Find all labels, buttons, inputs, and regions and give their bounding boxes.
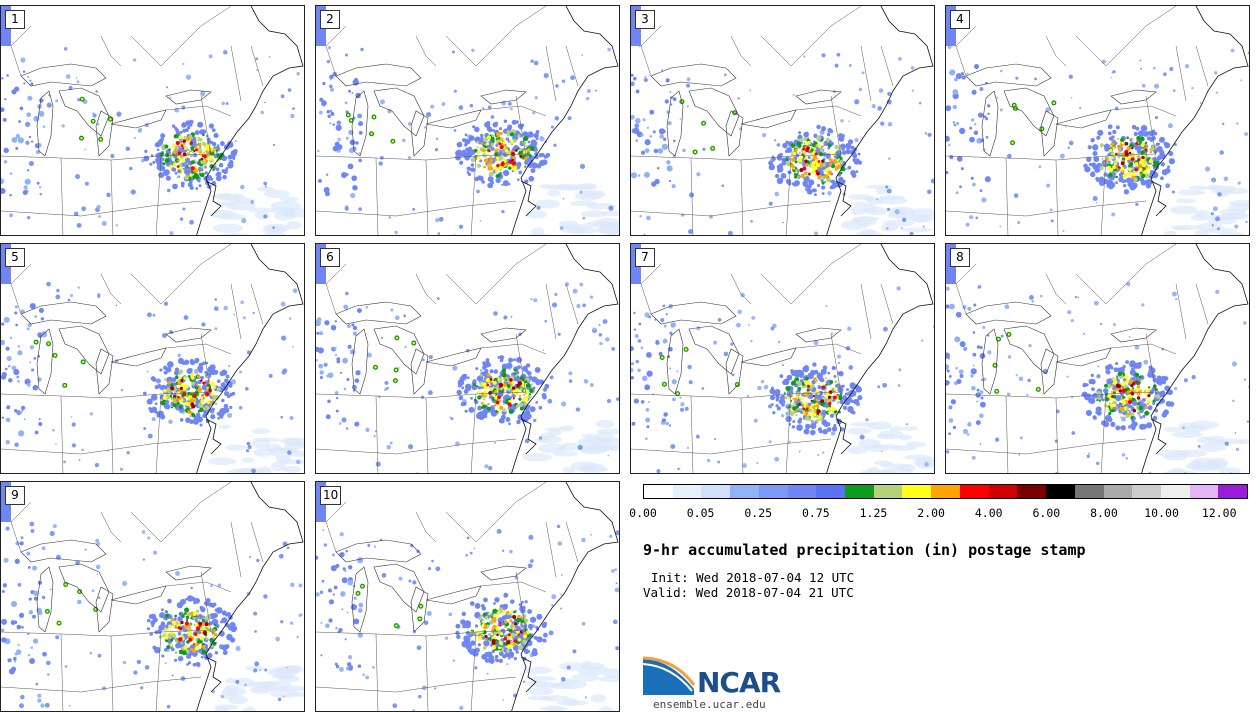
colorbar-tick-label: 0.05 — [686, 506, 715, 520]
member-panel-6: 6 — [315, 243, 620, 474]
colorbar-segment — [988, 485, 1018, 498]
valid-time: Valid: Wed 2018-07-04 21 UTC — [643, 585, 854, 600]
colorbar-tick-label: 2.00 — [917, 506, 945, 520]
ncar-logo-text: NCAR — [697, 666, 781, 699]
init-time: Init: Wed 2018-07-04 12 UTC — [651, 570, 855, 585]
precip-colorbar — [643, 484, 1248, 499]
colorbar-tick-label: 6.00 — [1032, 506, 1061, 520]
member-label: 2 — [320, 10, 340, 29]
member-label: 6 — [320, 248, 340, 267]
colorbar-segment — [1046, 485, 1075, 498]
member-label: 10 — [320, 486, 342, 505]
precip-map — [316, 244, 619, 473]
colorbar-tick-label: 4.00 — [974, 506, 1003, 520]
member-label: 7 — [635, 248, 655, 267]
member-label: 8 — [950, 248, 970, 267]
member-panel-3: 3 — [630, 5, 935, 236]
member-label: 5 — [5, 248, 25, 267]
colorbar-tick-label: 1.25 — [859, 506, 888, 520]
precip-map — [316, 6, 619, 235]
colorbar-segment — [672, 485, 702, 498]
precip-map — [1, 244, 304, 473]
colorbar-segment — [1103, 485, 1133, 498]
page-title: 9-hr accumulated precipitation (in) post… — [643, 541, 1086, 559]
colorbar-tick-label: 0.25 — [744, 506, 773, 520]
precip-map — [1, 482, 304, 711]
member-label: 4 — [950, 10, 970, 29]
member-panel-10: 10 — [315, 481, 620, 712]
ncar-logo-icon — [642, 656, 696, 695]
colorbar-segment — [1017, 485, 1047, 498]
colorbar-segment — [1160, 485, 1190, 498]
colorbar-segment — [644, 485, 673, 498]
colorbar-tick-label: 10.00 — [1144, 506, 1179, 520]
colorbar-segment — [931, 485, 960, 498]
member-panel-4: 4 — [945, 5, 1250, 236]
precip-map — [1, 6, 304, 235]
colorbar-segment — [1074, 485, 1104, 498]
precip-map — [946, 244, 1249, 473]
colorbar-tick-label: 0.75 — [801, 506, 830, 520]
precip-map — [316, 482, 619, 711]
colorbar-segment — [902, 485, 932, 498]
member-panel-2: 2 — [315, 5, 620, 236]
precip-map — [631, 6, 934, 235]
colorbar-segment — [758, 485, 788, 498]
colorbar-tick-label: 12.00 — [1201, 506, 1237, 520]
colorbar-segment — [959, 485, 989, 498]
member-panel-5: 5 — [0, 243, 305, 474]
colorbar-segment — [816, 485, 846, 498]
colorbar-segment — [1189, 485, 1219, 498]
member-panel-8: 8 — [945, 243, 1250, 474]
member-label: 3 — [635, 10, 655, 29]
precip-map — [631, 244, 934, 473]
member-panel-9: 9 — [0, 481, 305, 712]
colorbar-segment — [730, 485, 759, 498]
colorbar-segment — [845, 485, 874, 498]
colorbar-segment — [701, 485, 731, 498]
member-panel-1: 1 — [0, 5, 305, 236]
colorbar-segment — [1132, 485, 1161, 498]
member-panel-7: 7 — [630, 243, 935, 474]
precip-map — [946, 6, 1249, 235]
colorbar-tick-label: 8.00 — [1090, 506, 1118, 520]
colorbar-segment — [1218, 485, 1248, 498]
member-label: 1 — [5, 10, 25, 29]
colorbar-segment — [873, 485, 903, 498]
colorbar-tick-label: 0.00 — [629, 506, 657, 520]
member-label: 9 — [5, 486, 25, 505]
site-url: ensemble.ucar.edu — [653, 698, 766, 711]
colorbar-segment — [787, 485, 817, 498]
